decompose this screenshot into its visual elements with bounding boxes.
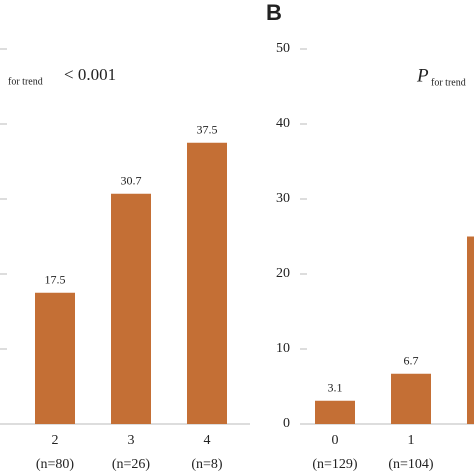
value-label: 3.1: [328, 381, 343, 395]
bar: [315, 400, 355, 424]
x-tick-label: 0: [332, 433, 339, 448]
x-tick-sublabel: (n=8): [191, 457, 223, 472]
value-label: 37.5: [197, 123, 218, 137]
x-tick-label: 2: [52, 433, 59, 448]
value-label: 6.7: [404, 354, 419, 368]
x-tick-sublabel: (n=104): [388, 457, 434, 472]
bar: [467, 236, 474, 424]
y-tick-label: 40: [276, 116, 290, 131]
bar: [187, 142, 227, 424]
bar: [391, 373, 431, 424]
annotation-subscript: for trend: [8, 76, 43, 87]
x-tick-sublabel: (n=129): [312, 457, 358, 472]
y-tick-label: 10: [276, 341, 290, 356]
bar: [111, 193, 151, 424]
x-tick-label: 4: [204, 433, 211, 448]
y-tick-label: 0: [283, 416, 290, 431]
x-tick-sublabel: (n=80): [36, 457, 75, 472]
x-tick-sublabel: (n=26): [112, 457, 151, 472]
annotation-text: < 0.001: [64, 65, 116, 84]
y-tick-label: 20: [276, 266, 290, 281]
x-tick-label: 3: [128, 433, 135, 448]
value-label: 17.5: [45, 273, 66, 287]
x-tick-label: 1: [408, 433, 415, 448]
panel-label: B: [266, 0, 282, 25]
y-tick-label: 50: [276, 41, 290, 56]
bar: [35, 292, 75, 424]
annotation-subscript: for trend: [431, 77, 466, 88]
y-tick-label: 30: [276, 191, 290, 206]
value-label: 30.7: [121, 174, 142, 188]
annotation-symbol: P: [416, 65, 429, 86]
